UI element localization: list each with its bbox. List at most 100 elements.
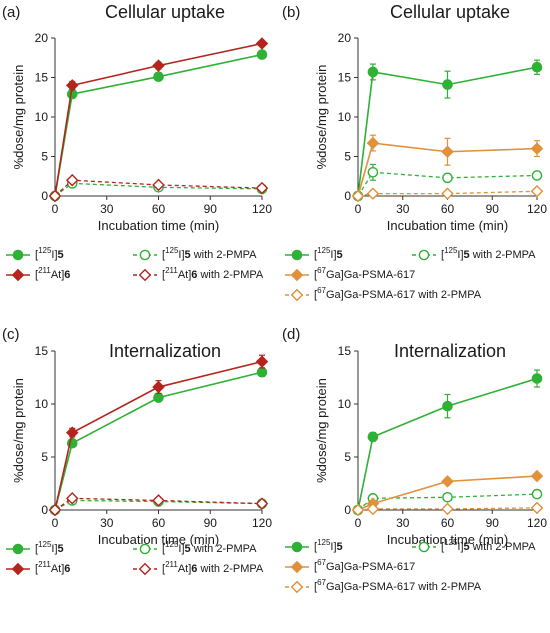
series (48, 173, 269, 203)
series-line (54, 179, 263, 197)
legend: [125I]5 [125I]5 with 2-PMPA [211At]6 [211At… (6, 246, 264, 282)
y-tick-label: 10 (35, 110, 49, 124)
x-tick-label: 90 (486, 516, 500, 530)
y-tick-label: 15 (35, 344, 49, 358)
data-point (153, 71, 164, 83)
panel-d: (d) Internalization 0 5 10 15 0 30 60 90 120 Incuba… (282, 326, 547, 594)
series-line (357, 507, 538, 511)
x-axis-label: Incubation time (min) (387, 218, 508, 233)
legend-marker (138, 268, 152, 282)
data-point (65, 79, 79, 92)
legend-item: [211At]6 (6, 560, 70, 576)
series (49, 49, 268, 202)
data-point (442, 491, 453, 503)
legend-label: [125I]5 (314, 538, 343, 553)
chart-title: Internalization (394, 341, 506, 361)
data-point (441, 145, 454, 159)
legend-marker (138, 562, 152, 576)
data-point (442, 172, 453, 184)
data-point (255, 181, 269, 195)
y-tick-label: 5 (344, 450, 351, 464)
series (48, 37, 269, 203)
data-point (351, 503, 365, 517)
legend-item: [211At]6 (6, 266, 70, 282)
x-tick-label: 90 (204, 516, 218, 530)
data-point (48, 503, 62, 517)
data-point (153, 392, 164, 403)
data-point (531, 488, 543, 500)
series-line (54, 360, 263, 511)
legend-label: [125I]5 with 2-PMPA (162, 540, 257, 555)
data-point (441, 475, 454, 488)
y-tick-label: 15 (338, 71, 352, 85)
data-point (152, 494, 165, 507)
y-tick-label: 15 (338, 344, 352, 358)
series-line (54, 497, 263, 511)
legend-marker (11, 268, 25, 282)
data-point (531, 373, 543, 384)
y-tick-label: 10 (338, 110, 352, 124)
x-tick-label: 90 (204, 202, 218, 216)
data-point (441, 502, 454, 516)
x-tick-label: 60 (152, 516, 166, 530)
legend-label: [211At]6 with 2-PMPA (162, 560, 264, 575)
chart-title: Cellular uptake (105, 2, 225, 22)
legend-label: [211At]6 (35, 266, 70, 281)
x-tick-label: 0 (52, 202, 59, 216)
x-tick-label: 30 (100, 516, 114, 530)
data-point (152, 380, 165, 394)
series (351, 501, 544, 517)
series-line (357, 171, 538, 197)
legend: [125I]5 [125I]5 with 2-PMPA [67Ga]Ga-PSMA-… (285, 246, 536, 302)
data-point (442, 400, 453, 412)
data-point (255, 37, 269, 50)
y-axis-label: %dose/mg protein (314, 65, 329, 170)
data-point (65, 492, 79, 505)
series-line (357, 66, 538, 197)
data-point (351, 189, 365, 203)
y-tick-label: 10 (35, 397, 49, 411)
legend-item: [125I]5 with 2-PMPA (412, 246, 536, 261)
x-tick-label: 60 (152, 202, 166, 216)
data-point (65, 426, 79, 439)
data-point (256, 366, 268, 378)
data-point (255, 497, 269, 510)
y-tick-label: 5 (41, 450, 48, 464)
series-line (357, 475, 538, 511)
data-point (531, 170, 543, 181)
legend-label: [67Ga]Ga-PSMA-617 with 2-PMPA (314, 578, 482, 593)
legend-item: [125I]5 with 2-PMPA (412, 538, 536, 553)
x-tick-label: 30 (396, 516, 410, 530)
data-point (65, 173, 79, 187)
legend-label: [211At]6 with 2-PMPA (162, 266, 264, 281)
series-line (54, 182, 263, 197)
legend-item: [125I]5 (285, 538, 343, 553)
legend: [125I]5 [125I]5 with 2-PMPA [67Ga]Ga-PSMA-… (285, 538, 536, 594)
legend-label: [67Ga]Ga-PSMA-617 (314, 266, 415, 281)
data-point (366, 502, 380, 516)
legend-marker (418, 541, 430, 553)
x-tick-label: 30 (100, 202, 114, 216)
series (351, 184, 544, 203)
y-tick-label: 15 (35, 71, 49, 85)
series (352, 163, 543, 202)
x-axis-label: Incubation time (min) (387, 532, 508, 547)
data-point (48, 189, 62, 203)
y-tick-label: 5 (344, 150, 351, 164)
legend-item: [125I]5 (6, 246, 64, 261)
legend-marker (139, 249, 151, 261)
panel-a: (a) Cellular uptake 0 5 10 15 20 0 30 60 90 120 Incu… (2, 2, 272, 282)
legend-marker (291, 249, 303, 261)
legend-marker (290, 268, 304, 282)
data-point (531, 61, 543, 73)
panel-c: (c) Internalization 0 5 10 15 0 30 60 90 120 Incuba… (2, 326, 272, 576)
data-point (367, 431, 379, 443)
legend-item: [125I]5 (6, 540, 64, 555)
data-point (366, 136, 380, 150)
legend-marker (290, 580, 304, 594)
series (352, 59, 543, 202)
data-point (255, 355, 269, 368)
data-point (530, 142, 544, 155)
legend-marker (290, 288, 304, 302)
